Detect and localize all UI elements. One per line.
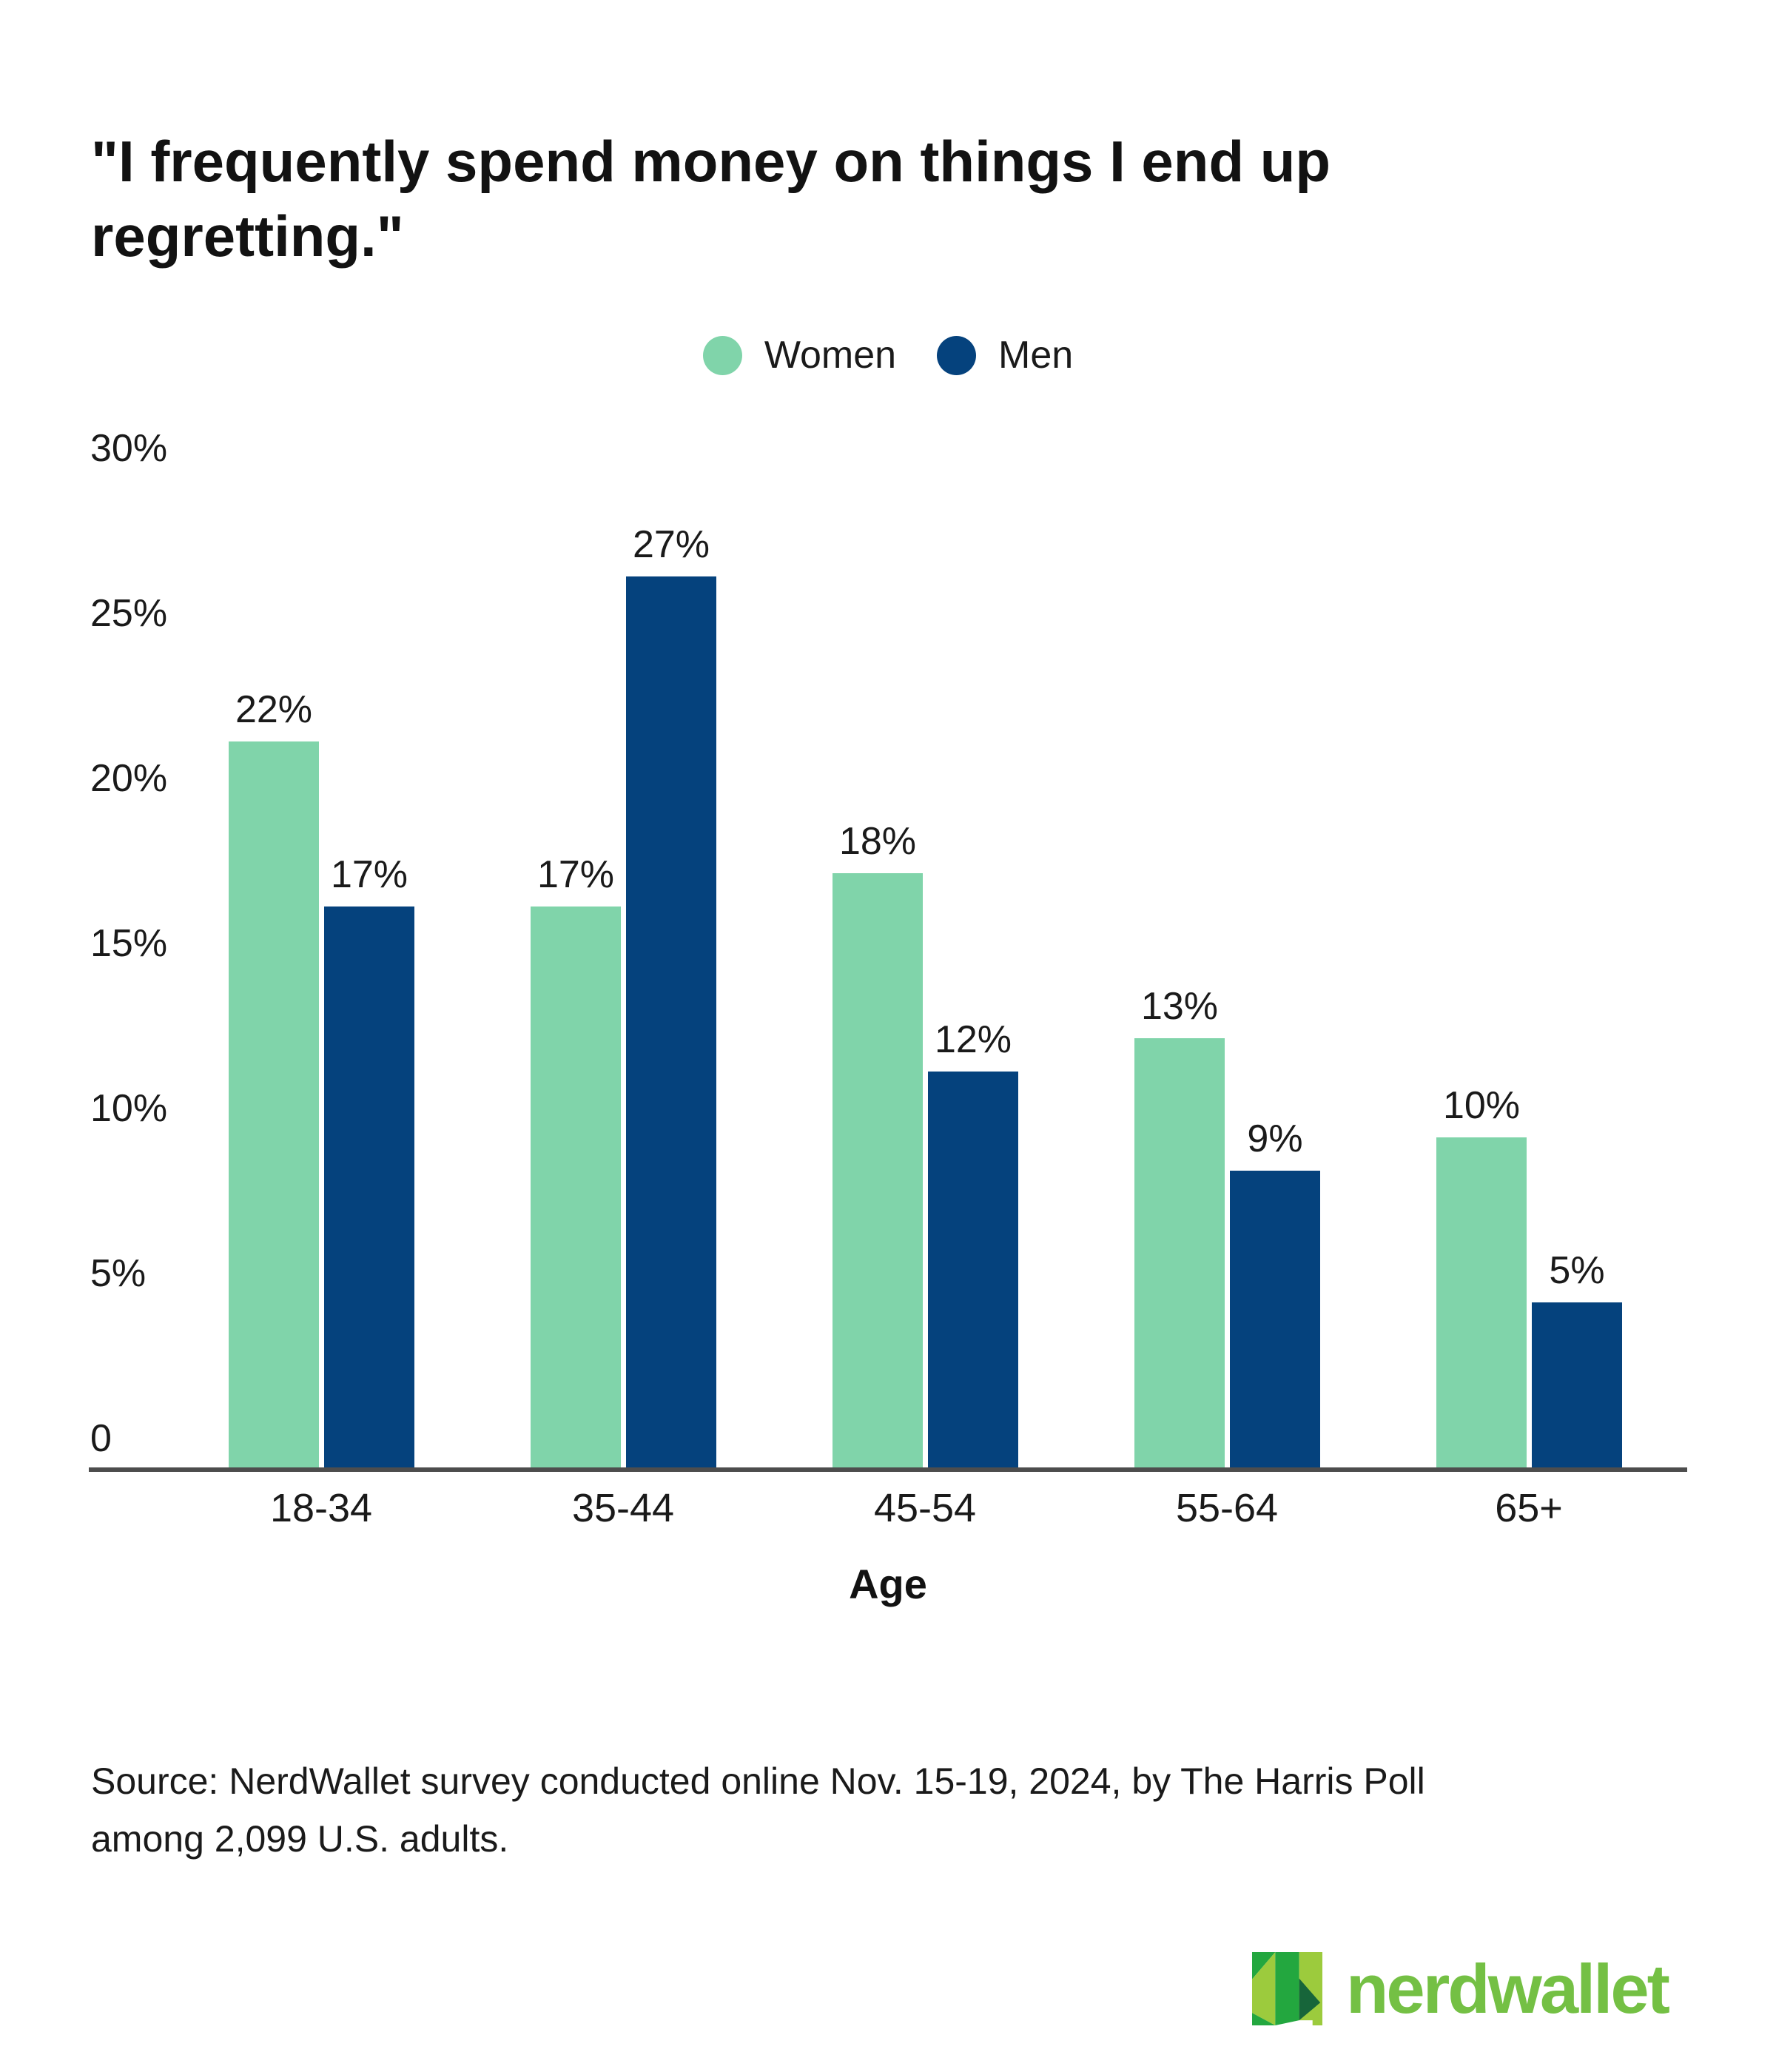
bar-men-65: [1532, 1302, 1622, 1467]
bar-value-label-men-35-44: 27%: [632, 523, 710, 566]
bar-women-18-34: [229, 741, 319, 1467]
y-axis-tick-label-30: 30%: [90, 427, 168, 470]
x-axis-tick-label-65: 65+: [1495, 1486, 1563, 1530]
legend-item-women: Women: [702, 333, 897, 377]
bar-men-35-44: [626, 576, 716, 1467]
bar-men-55-64: [1230, 1171, 1320, 1467]
y-axis-tick-label-15: 15%: [90, 922, 168, 965]
x-axis-line: [89, 1467, 1687, 1472]
bar-women-35-44: [531, 906, 621, 1467]
x-axis-title: Age: [849, 1561, 927, 1607]
nerdwallet-logo: nerdwallet: [1252, 1950, 1670, 2028]
chart-title-line1: "I frequently spend money on things I en…: [91, 129, 1331, 195]
bar-value-label-men-45-54: 12%: [934, 1018, 1012, 1061]
y-axis-tick-label-20: 20%: [90, 757, 168, 800]
y-axis-tick-label-25: 25%: [90, 592, 168, 635]
legend-dot-women-icon: [702, 335, 742, 375]
legend: Women Men: [0, 333, 1776, 377]
chart-title-line2: regretting.": [91, 204, 404, 269]
bar-value-label-women-18-34: 22%: [235, 688, 313, 731]
bar-value-label-men-18-34: 17%: [330, 853, 408, 896]
bar-value-label-men-65: 5%: [1549, 1249, 1605, 1292]
y-axis-tick-label-0: 0: [90, 1417, 112, 1460]
y-axis-tick-label-10: 10%: [90, 1087, 168, 1130]
x-axis-tick-label-35-44: 35-44: [571, 1486, 675, 1530]
bar-women-65: [1436, 1137, 1527, 1467]
source-note-line1: Source: NerdWallet survey conducted onli…: [91, 1760, 1425, 1802]
bar-men-45-54: [928, 1072, 1018, 1467]
source-note-line2: among 2,099 U.S. adults.: [91, 1818, 509, 1860]
legend-dot-men-icon: [937, 335, 977, 375]
bar-women-55-64: [1134, 1038, 1225, 1467]
legend-label-men: Men: [998, 334, 1074, 377]
bar-value-label-women-35-44: 17%: [536, 853, 615, 896]
x-axis-tick-label-45-54: 45-54: [873, 1486, 977, 1530]
bar-value-label-women-55-64: 13%: [1140, 985, 1219, 1028]
bar-value-label-women-65: 10%: [1442, 1084, 1521, 1127]
bar-men-18-34: [324, 906, 414, 1467]
legend-label-women: Women: [764, 334, 897, 377]
bar-value-label-women-45-54: 18%: [838, 820, 917, 863]
x-axis-tick-label-18-34: 18-34: [269, 1486, 373, 1530]
chart-title: "I frequently spend money on things I en…: [91, 124, 1682, 274]
legend-item-men: Men: [937, 333, 1073, 377]
bar-value-label-men-55-64: 9%: [1247, 1117, 1303, 1160]
source-note: Source: NerdWallet survey conducted onli…: [91, 1752, 1704, 1868]
y-axis-tick-label-5: 5%: [90, 1252, 147, 1295]
bar-women-45-54: [832, 873, 923, 1467]
nerdwallet-logo-text: nerdwallet: [1346, 1950, 1670, 2028]
nerdwallet-logo-icon: [1252, 1952, 1322, 2025]
x-axis-tick-label-55-64: 55-64: [1175, 1486, 1279, 1530]
